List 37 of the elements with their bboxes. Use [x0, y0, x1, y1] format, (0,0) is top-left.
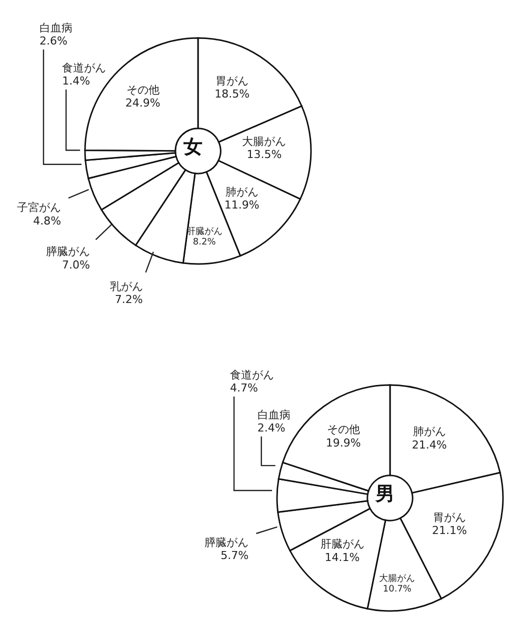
slice-label: 膵臓がん [46, 245, 90, 258]
data-label: 21.1% [432, 524, 467, 538]
data-label: 18.5% [214, 88, 250, 100]
data-label: 1.4% [62, 74, 90, 88]
slice-label: 肺がん [225, 186, 258, 199]
slice-label: 白血病 [257, 408, 290, 422]
data-label: 4.8% [33, 214, 62, 228]
data-label: 7.2% [114, 293, 143, 306]
slice-label: 胃がん [433, 510, 466, 524]
slice-label: 食道がん [230, 368, 274, 382]
slice-label: 食道がん [62, 62, 106, 74]
data-label: 21.4% [412, 438, 447, 452]
slice-label: 大腸がん [242, 134, 286, 148]
data-label: 14.1% [324, 550, 360, 564]
text: 男 [374, 483, 394, 505]
data-label: 4.7% [230, 382, 258, 395]
slice-label: 子宮がん [17, 201, 62, 214]
slice-label: 胃がん [216, 74, 249, 88]
data-label: 8.2% [192, 238, 216, 248]
slice-label: 乳がん [110, 280, 143, 293]
data-label: 13.5% [246, 148, 282, 162]
data-label: 10.7% [382, 584, 412, 595]
slice-label: 大腸がん [379, 572, 416, 584]
slice-label: 肺がん [412, 425, 446, 438]
data-label: 5.7% [220, 549, 249, 562]
data-label: 2.6% [40, 34, 68, 48]
data-label: 19.9% [326, 436, 361, 450]
slice-label: その他 [126, 83, 160, 96]
slice-label: 白血病 [40, 22, 73, 34]
slice-label: 肝臓がん [320, 538, 364, 551]
data-label: 11.9% [224, 198, 260, 212]
slice-label: その他 [326, 423, 360, 436]
text: 女 [182, 136, 202, 158]
data-label: 24.9% [125, 96, 160, 110]
data-label: 2.4% [257, 422, 286, 435]
data-label: 7.0% [62, 258, 90, 272]
slice-label: 膵臓がん [204, 536, 249, 549]
